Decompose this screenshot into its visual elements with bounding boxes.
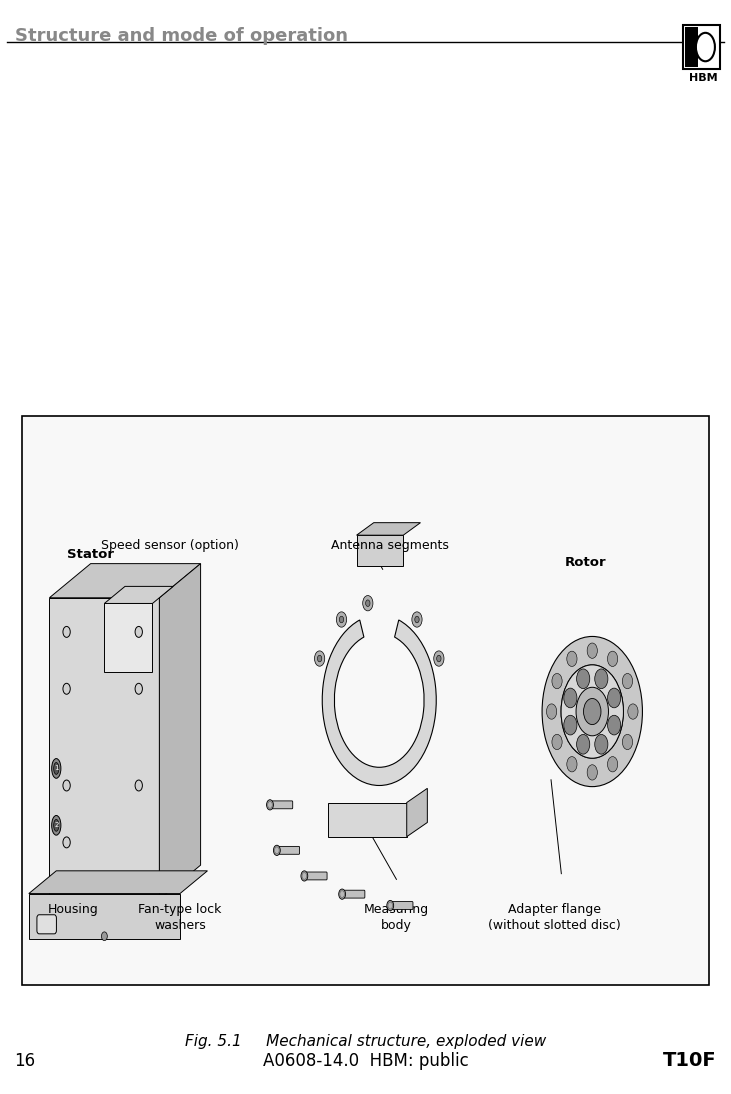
Circle shape bbox=[607, 688, 621, 708]
Circle shape bbox=[63, 837, 70, 848]
Polygon shape bbox=[406, 789, 428, 837]
Circle shape bbox=[63, 684, 70, 695]
Circle shape bbox=[433, 651, 444, 666]
Ellipse shape bbox=[52, 758, 61, 778]
Circle shape bbox=[135, 780, 143, 791]
Circle shape bbox=[317, 655, 322, 662]
Circle shape bbox=[135, 627, 143, 638]
Circle shape bbox=[628, 703, 638, 719]
Circle shape bbox=[339, 616, 344, 622]
Circle shape bbox=[552, 674, 562, 689]
Circle shape bbox=[587, 765, 597, 780]
Circle shape bbox=[595, 668, 608, 688]
Text: T10F: T10F bbox=[663, 1051, 716, 1070]
Circle shape bbox=[607, 651, 618, 666]
Polygon shape bbox=[357, 523, 420, 535]
FancyBboxPatch shape bbox=[344, 891, 365, 898]
Circle shape bbox=[561, 665, 624, 758]
Text: 16: 16 bbox=[15, 1052, 36, 1070]
Circle shape bbox=[135, 684, 143, 695]
FancyBboxPatch shape bbox=[306, 872, 327, 880]
Circle shape bbox=[436, 655, 441, 662]
Circle shape bbox=[577, 734, 590, 754]
Circle shape bbox=[607, 715, 621, 735]
Text: Fan-type lock
washers: Fan-type lock washers bbox=[138, 904, 221, 932]
Text: Stator: Stator bbox=[67, 548, 113, 561]
Text: HBM: HBM bbox=[689, 73, 718, 83]
Circle shape bbox=[607, 757, 618, 772]
Text: Housing: Housing bbox=[48, 904, 99, 917]
Circle shape bbox=[366, 600, 370, 606]
Text: Antenna segments: Antenna segments bbox=[330, 539, 449, 552]
Ellipse shape bbox=[53, 763, 59, 775]
FancyBboxPatch shape bbox=[37, 915, 56, 934]
Circle shape bbox=[622, 734, 632, 749]
Circle shape bbox=[576, 687, 608, 736]
FancyBboxPatch shape bbox=[279, 847, 300, 854]
Circle shape bbox=[587, 643, 597, 659]
Polygon shape bbox=[327, 803, 406, 837]
Circle shape bbox=[414, 616, 419, 622]
Polygon shape bbox=[29, 894, 180, 939]
FancyBboxPatch shape bbox=[272, 801, 292, 808]
Text: A0608-14.0  HBM: public: A0608-14.0 HBM: public bbox=[262, 1052, 469, 1070]
Circle shape bbox=[102, 932, 107, 941]
Polygon shape bbox=[105, 604, 153, 672]
Circle shape bbox=[567, 651, 577, 666]
Text: Measuring
body: Measuring body bbox=[364, 904, 429, 932]
Polygon shape bbox=[357, 535, 404, 567]
Text: 2: 2 bbox=[54, 823, 58, 828]
Circle shape bbox=[63, 780, 70, 791]
Text: 1: 1 bbox=[54, 766, 58, 771]
Circle shape bbox=[552, 734, 562, 749]
Bar bbox=[683, 25, 720, 69]
Circle shape bbox=[338, 889, 346, 899]
Polygon shape bbox=[105, 586, 173, 604]
Circle shape bbox=[273, 846, 280, 856]
Circle shape bbox=[696, 33, 715, 61]
Circle shape bbox=[363, 595, 373, 610]
Bar bbox=[22, 416, 709, 985]
Polygon shape bbox=[50, 597, 159, 899]
Circle shape bbox=[577, 668, 590, 688]
Text: Adapter flange
(without slotted disc): Adapter flange (without slotted disc) bbox=[488, 904, 621, 932]
Circle shape bbox=[275, 847, 279, 853]
Polygon shape bbox=[29, 871, 208, 894]
Circle shape bbox=[583, 698, 601, 724]
Text: Rotor: Rotor bbox=[565, 557, 607, 569]
Text: Fig. 5.1     Mechanical structure, exploded view: Fig. 5.1 Mechanical structure, exploded … bbox=[185, 1034, 546, 1049]
Circle shape bbox=[564, 715, 577, 735]
Circle shape bbox=[564, 688, 577, 708]
Polygon shape bbox=[159, 563, 200, 899]
Bar bbox=[685, 27, 698, 67]
FancyBboxPatch shape bbox=[393, 901, 413, 909]
Circle shape bbox=[336, 612, 346, 627]
Circle shape bbox=[387, 900, 394, 910]
Circle shape bbox=[567, 757, 577, 772]
Ellipse shape bbox=[52, 815, 61, 835]
Polygon shape bbox=[50, 563, 200, 597]
Text: Structure and mode of operation: Structure and mode of operation bbox=[15, 27, 348, 45]
Text: Speed sensor (option): Speed sensor (option) bbox=[101, 539, 238, 552]
Circle shape bbox=[595, 734, 608, 754]
Circle shape bbox=[622, 674, 632, 689]
Circle shape bbox=[63, 627, 70, 638]
Circle shape bbox=[547, 703, 557, 719]
Ellipse shape bbox=[53, 819, 59, 831]
Circle shape bbox=[340, 891, 344, 897]
Circle shape bbox=[412, 612, 422, 627]
Circle shape bbox=[301, 871, 308, 881]
Circle shape bbox=[302, 873, 306, 880]
Circle shape bbox=[268, 802, 272, 808]
Wedge shape bbox=[322, 620, 436, 785]
Circle shape bbox=[388, 903, 393, 909]
Circle shape bbox=[314, 651, 325, 666]
Circle shape bbox=[267, 800, 273, 810]
